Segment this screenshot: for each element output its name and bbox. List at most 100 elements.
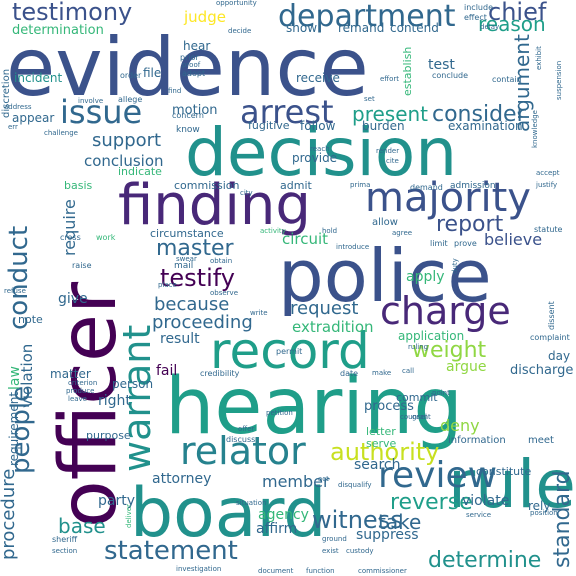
word-fugitive: fugitive	[248, 119, 290, 132]
word-deny: deny	[440, 416, 480, 435]
word-party: party	[98, 493, 135, 509]
word-demand: demand	[410, 183, 443, 192]
word-commission: commission	[174, 179, 240, 192]
word-render: render	[376, 147, 400, 155]
word-circuit: circuit	[282, 230, 329, 248]
word-accept: accept	[536, 169, 560, 177]
word-act: act	[318, 475, 329, 483]
word-member: member	[262, 472, 330, 491]
word-effort: effort	[380, 75, 400, 83]
word-procedure: procedure	[0, 468, 19, 560]
word-admission: admission	[450, 181, 496, 191]
word-show: show	[286, 21, 318, 35]
word-set: set	[364, 95, 375, 103]
word-relator: relator	[180, 429, 306, 473]
word-standard: standard	[550, 470, 575, 568]
word-suspension: suspension	[555, 60, 563, 100]
word-apply: apply	[406, 269, 445, 285]
word-give: give	[58, 291, 88, 307]
word-work: work	[96, 233, 116, 242]
word-process: process	[364, 399, 414, 414]
word-department: department	[278, 0, 456, 34]
word-effect: effect	[464, 13, 487, 22]
word-situation: situation	[236, 499, 267, 507]
word-contend: contend	[390, 21, 439, 35]
word-know: know	[176, 125, 200, 135]
word-introduce: introduce	[336, 243, 370, 251]
word-prior: prior	[180, 53, 199, 62]
word-hear: hear	[183, 39, 211, 53]
word-include: include	[464, 3, 493, 12]
word-chief: chief	[488, 0, 547, 26]
word-write: write	[250, 309, 268, 317]
word-ground: ground	[322, 535, 347, 543]
word-decide: decide	[228, 27, 252, 35]
word-exist: exist	[322, 547, 339, 555]
word-majority: majority	[365, 175, 531, 221]
word-present: present	[352, 102, 429, 126]
word-address: address	[4, 103, 32, 111]
word-because: because	[154, 294, 230, 315]
word-refuse: refuse	[4, 287, 26, 295]
word-circumstance: circumstance	[150, 227, 224, 240]
word-test: test	[428, 57, 455, 73]
word-examination: examination	[448, 119, 523, 133]
word-produce: produce	[66, 387, 95, 395]
word-determination: determination	[12, 23, 104, 38]
word-burden: burden	[362, 119, 405, 133]
word-mail: mail	[174, 261, 194, 271]
word-require: require	[60, 199, 79, 256]
word-function: function	[306, 567, 335, 575]
word-commissioner: commissioner	[358, 567, 407, 575]
word-meet: meet	[528, 435, 554, 446]
word-consider: consider	[432, 102, 526, 127]
word-indicate: indicate	[118, 165, 162, 178]
word-argue: argue	[446, 359, 487, 375]
word-duty: duty	[451, 258, 459, 274]
word-permit: permit	[276, 347, 303, 356]
word-finding: finding	[118, 173, 311, 238]
word-counsel: counsel	[400, 413, 427, 421]
word-prove: prove	[454, 239, 477, 248]
word-letter: letter	[366, 425, 396, 438]
word-person: person	[112, 377, 154, 391]
word-delay: delay	[480, 23, 500, 31]
word-search: search	[354, 457, 401, 473]
word-credibility: credibility	[200, 369, 240, 378]
word-err: err	[8, 123, 18, 131]
word-constitute: constitute	[476, 465, 532, 478]
word-fail: fail	[156, 363, 178, 379]
word-sheriff: sheriff	[52, 535, 78, 544]
word-hold: hold	[322, 227, 338, 235]
word-weight: weight	[412, 338, 487, 363]
word-justify: justify	[536, 181, 558, 189]
word-establish: establish	[401, 46, 414, 96]
word-statement: statement	[104, 536, 238, 566]
word-grant: grant	[412, 413, 431, 421]
word-result: result	[160, 331, 200, 347]
word-reason: reason	[478, 12, 546, 36]
word-discharge: discharge	[510, 363, 574, 378]
word-file: file	[143, 66, 162, 80]
word-motion: motion	[172, 103, 218, 118]
word-reach: reach	[310, 145, 330, 153]
word-observe: observe	[210, 289, 239, 297]
word-criterion: criterion	[68, 379, 98, 387]
word-receive: receive	[296, 71, 340, 85]
word-leave: leave	[68, 395, 87, 403]
word-service: service	[466, 511, 492, 519]
word-challenge: challenge	[44, 129, 78, 137]
word-purpose: purpose	[86, 429, 131, 442]
word-swear: swear	[176, 255, 197, 263]
word-incident: incident	[14, 71, 63, 85]
word-agency: agency	[258, 507, 309, 523]
word-raise: raise	[72, 261, 92, 270]
word-date: date	[340, 369, 359, 378]
word-investigation: investigation	[176, 565, 222, 573]
word-rule: rule	[448, 446, 576, 523]
word-knowledge: knowledge	[531, 110, 539, 148]
word-agree: agree	[392, 229, 413, 237]
word-complaint: complaint	[530, 333, 570, 342]
word-testimony: testimony	[12, 0, 133, 26]
